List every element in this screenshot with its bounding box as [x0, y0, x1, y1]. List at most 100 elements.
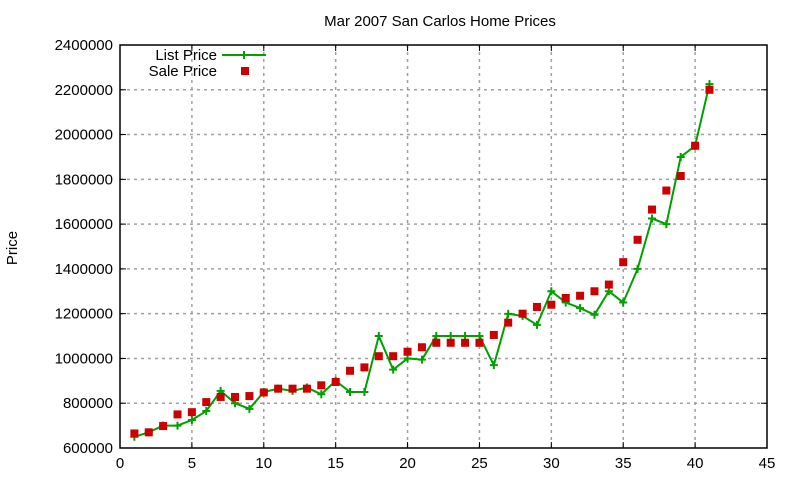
y-tick-label: 2200000: [55, 82, 113, 99]
x-tick-label: 20: [399, 455, 416, 472]
x-tick-label: 25: [471, 455, 488, 472]
sale-price-point: [231, 392, 240, 401]
x-tick-label: 0: [116, 455, 124, 472]
sale-price-point: [331, 377, 340, 386]
legend-label-list-price: List Price: [155, 47, 217, 64]
sale-price-point: [633, 235, 642, 244]
plot-border: [119, 44, 768, 449]
list-price-point: [576, 304, 585, 313]
sale-price-point: [259, 388, 268, 397]
list-price-point: [317, 390, 326, 399]
y-tick-label: 1000000: [55, 350, 113, 367]
y-tick-label: 600000: [63, 440, 113, 457]
list-price-point: [403, 354, 412, 363]
sale-price-point: [576, 291, 585, 300]
list-price-point: [489, 361, 498, 370]
y-tick-label: 1400000: [55, 261, 113, 278]
sale-price-point: [705, 85, 714, 94]
sale-price-point: [446, 338, 455, 347]
sale-price-point: [288, 384, 297, 393]
sale-price-point: [389, 352, 398, 361]
sale-price-point: [604, 280, 613, 289]
y-tick-label: 2000000: [55, 127, 113, 144]
y-tick-label: 1200000: [55, 306, 113, 323]
sale-price-point: [417, 343, 426, 352]
x-tick-label: 10: [255, 455, 272, 472]
list-price-point: [346, 388, 355, 397]
list-price-point: [202, 407, 211, 416]
sale-price-point: [159, 422, 168, 431]
x-tick-label: 5: [188, 455, 196, 472]
sale-price-point: [302, 384, 311, 393]
list-price-point: [647, 214, 656, 223]
sale-price-point: [547, 300, 556, 309]
legend-marker-list-price: [240, 51, 248, 59]
sale-price-point: [187, 408, 196, 417]
sale-price-point: [647, 205, 656, 214]
x-tick-label: 45: [759, 455, 776, 472]
y-tick-label: 800000: [63, 395, 113, 412]
sale-price-point: [216, 392, 225, 401]
list-price-point: [446, 332, 455, 341]
list-price-point: [432, 332, 441, 341]
y-axis-label: Price: [4, 231, 21, 265]
sale-price-point: [461, 338, 470, 347]
list-price-point: [633, 264, 642, 273]
legend-label-sale-price: Sale Price: [149, 63, 217, 80]
list-price-point: [504, 309, 513, 318]
list-price-point: [676, 152, 685, 161]
sale-price-point: [590, 287, 599, 296]
ticks: 0 5 10 15 20 25 30 35 40 45 600000 800000 1000000 120…: [55, 37, 776, 472]
sale-price-point: [403, 347, 412, 356]
sale-price-point: [202, 398, 211, 407]
list-price-point: [374, 332, 383, 341]
sale-price-point: [245, 392, 254, 401]
sale-price-point: [676, 171, 685, 180]
list-price-point: [461, 332, 470, 341]
sale-price-point: [518, 309, 527, 318]
chart-title: Mar 2007 San Carlos Home Prices: [324, 13, 556, 30]
sale-price-point: [561, 293, 570, 302]
sale-price-point: [360, 363, 369, 372]
list-price-point: [173, 421, 182, 430]
list-price-point: [662, 220, 671, 229]
sale-price-point: [475, 338, 484, 347]
list-price-point: [547, 287, 556, 296]
sale-price-point: [374, 352, 383, 361]
sale-price-point: [532, 302, 541, 311]
legend-marker-sale-price: [241, 67, 249, 75]
sale-price-point: [274, 384, 283, 393]
list-price-point: [475, 332, 484, 341]
x-tick-label: 35: [615, 455, 632, 472]
sale-price-point: [691, 141, 700, 150]
x-tick-label: 15: [327, 455, 344, 472]
y-tick-label: 1600000: [55, 216, 113, 233]
sale-price-point: [173, 410, 182, 419]
y-tick-label: 2400000: [55, 37, 113, 54]
sale-price-point: [504, 318, 513, 327]
sale-price-point: [432, 338, 441, 347]
list-price-point: [532, 320, 541, 329]
sale-price-point: [489, 330, 498, 339]
series: [130, 80, 714, 441]
list-price-point: [245, 404, 254, 413]
list-price-point: [619, 298, 628, 307]
x-tick-label: 40: [687, 455, 704, 472]
sale-price-point: [662, 186, 671, 195]
legend: List Price Sale Price: [149, 47, 266, 80]
x-tick-label: 30: [543, 455, 560, 472]
list-price-point: [187, 416, 196, 425]
list-price-point: [590, 310, 599, 319]
grid: [120, 45, 767, 448]
sale-price-point: [144, 428, 153, 437]
list-price-point: [360, 388, 369, 397]
list-price-point: [604, 287, 613, 296]
sale-price-point: [317, 381, 326, 390]
y-tick-label: 1800000: [55, 171, 113, 188]
list-price-point: [417, 355, 426, 364]
list-price-point: [389, 365, 398, 374]
sale-price-point: [619, 258, 628, 267]
sale-price-point: [346, 366, 355, 375]
sale-price-point: [130, 429, 139, 438]
